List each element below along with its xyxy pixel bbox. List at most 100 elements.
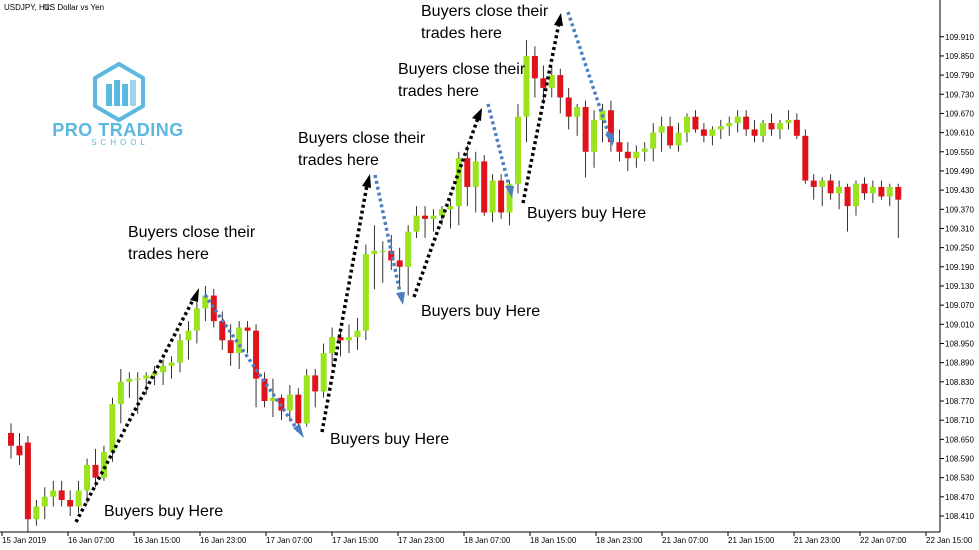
- bear-candle-body: [844, 186, 851, 207]
- close-label-3-line2: trades here: [398, 83, 479, 100]
- candle: [726, 116, 733, 136]
- bull-candle-body: [160, 365, 167, 373]
- buy-label-4: Buyers buy Here: [527, 205, 646, 222]
- candle: [117, 369, 124, 424]
- candle: [185, 321, 192, 360]
- candle: [548, 65, 555, 98]
- candle: [607, 100, 614, 152]
- candle: [743, 110, 750, 136]
- candle: [126, 372, 133, 398]
- bear-candle-body: [92, 464, 99, 478]
- bear-candle-body: [607, 110, 614, 143]
- close-arrow-2: [373, 174, 405, 305]
- candle: [751, 119, 758, 143]
- candle: [810, 174, 817, 200]
- y-tick-label: 109.010: [945, 320, 974, 329]
- x-tick-label: 22 Jan 15:00: [926, 536, 973, 545]
- x-tick-label: 18 Jan 07:00: [464, 536, 511, 545]
- logo-subtitle: SCHOOL: [91, 138, 149, 147]
- candle: [802, 129, 809, 184]
- candle: [286, 385, 293, 421]
- x-tick-label: 17 Jan 07:00: [266, 536, 313, 545]
- candle: [776, 119, 783, 139]
- candle: [24, 436, 31, 532]
- bear-candle-body: [312, 375, 319, 392]
- bear-candle-body: [67, 500, 74, 507]
- bear-candle-body: [219, 321, 226, 341]
- bull-candle-body: [329, 337, 336, 354]
- bull-candle-body: [869, 186, 876, 194]
- buy-arrow-2: [320, 174, 371, 433]
- candle: [684, 113, 690, 143]
- candle: [447, 199, 454, 229]
- candle: [329, 327, 336, 366]
- bear-candle-body: [751, 129, 758, 136]
- candle: [734, 110, 741, 133]
- buy-arrow-3: [412, 108, 482, 298]
- bear-candle-body: [743, 116, 750, 130]
- candle: [481, 154, 488, 216]
- y-tick-label: 109.610: [945, 129, 974, 138]
- bull-candle-body: [785, 119, 792, 124]
- y-tick-label: 109.430: [945, 186, 974, 195]
- bear-candle-body: [861, 183, 868, 194]
- candle: [869, 180, 876, 203]
- candle: [379, 241, 386, 283]
- y-tick-label: 109.670: [945, 109, 974, 118]
- bear-candle-body: [498, 180, 505, 213]
- bull-candle-body: [819, 180, 826, 187]
- bear-candle-body: [540, 78, 547, 88]
- close-label-2-line2: trades here: [298, 152, 379, 169]
- bull-candle-body: [760, 123, 767, 136]
- candle: [878, 180, 885, 200]
- bull-candle-body: [472, 161, 479, 187]
- candle: [717, 119, 724, 139]
- candle: [498, 174, 505, 219]
- candle: [785, 110, 792, 130]
- y-tick-label: 109.250: [945, 244, 974, 253]
- x-tick-label: 15 Jan 2019: [2, 536, 47, 545]
- close-arrow-1: [203, 294, 304, 438]
- bear-candle-body: [700, 129, 707, 136]
- bull-candle-body: [346, 337, 352, 341]
- candle: [354, 317, 361, 350]
- bull-candle-body: [523, 55, 530, 117]
- y-tick-label: 108.770: [945, 397, 974, 406]
- bear-candle-body: [793, 119, 800, 136]
- candle: [565, 87, 572, 130]
- candle: [177, 333, 183, 373]
- candle: [405, 225, 412, 296]
- candle: [346, 324, 352, 354]
- bear-candle-body: [481, 161, 488, 213]
- bear-candle-body: [58, 490, 65, 501]
- bear-candle-body: [565, 97, 572, 117]
- candle: [100, 445, 107, 481]
- candle: [422, 206, 429, 239]
- candle: [143, 372, 150, 395]
- candle: [523, 39, 530, 143]
- bull-candle-body: [641, 148, 648, 152]
- bear-candle-body: [768, 123, 775, 130]
- candle: [92, 448, 99, 488]
- y-tick-label: 109.070: [945, 301, 974, 310]
- bear-candle-body: [227, 340, 234, 354]
- bear-candle-body: [8, 432, 14, 446]
- chart-symbol: USDJPY, H1:: [4, 3, 51, 12]
- close-label-1-line2: trades here: [128, 246, 209, 263]
- bull-candle-body: [379, 250, 386, 253]
- bear-candle-body: [878, 186, 885, 197]
- bull-candle-body: [236, 327, 243, 354]
- candle: [58, 480, 65, 507]
- y-tick-label: 109.550: [945, 148, 974, 157]
- bull-candle-body: [320, 353, 327, 392]
- candle: [413, 206, 420, 239]
- candle: [624, 142, 631, 171]
- y-tick-label: 109.910: [945, 33, 974, 42]
- candle: [709, 126, 716, 146]
- y-axis-ticks: 109.910 109.850 109.790 109.730 109.670 109.6…: [940, 33, 974, 521]
- candle: [295, 388, 302, 427]
- candles: [8, 39, 902, 532]
- close-label-3-line1: Buyers close their: [398, 61, 526, 78]
